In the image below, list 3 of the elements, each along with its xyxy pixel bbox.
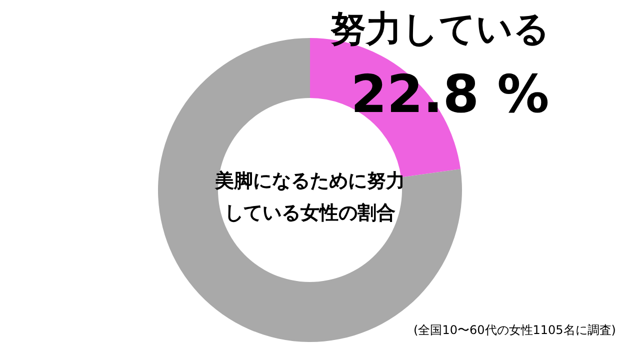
text: (全国10〜60代の女性1105名に調査) [414, 323, 616, 337]
text: 美脚になるために努力している女性の割合 [214, 170, 405, 224]
slice-label: 努力している [330, 9, 550, 50]
